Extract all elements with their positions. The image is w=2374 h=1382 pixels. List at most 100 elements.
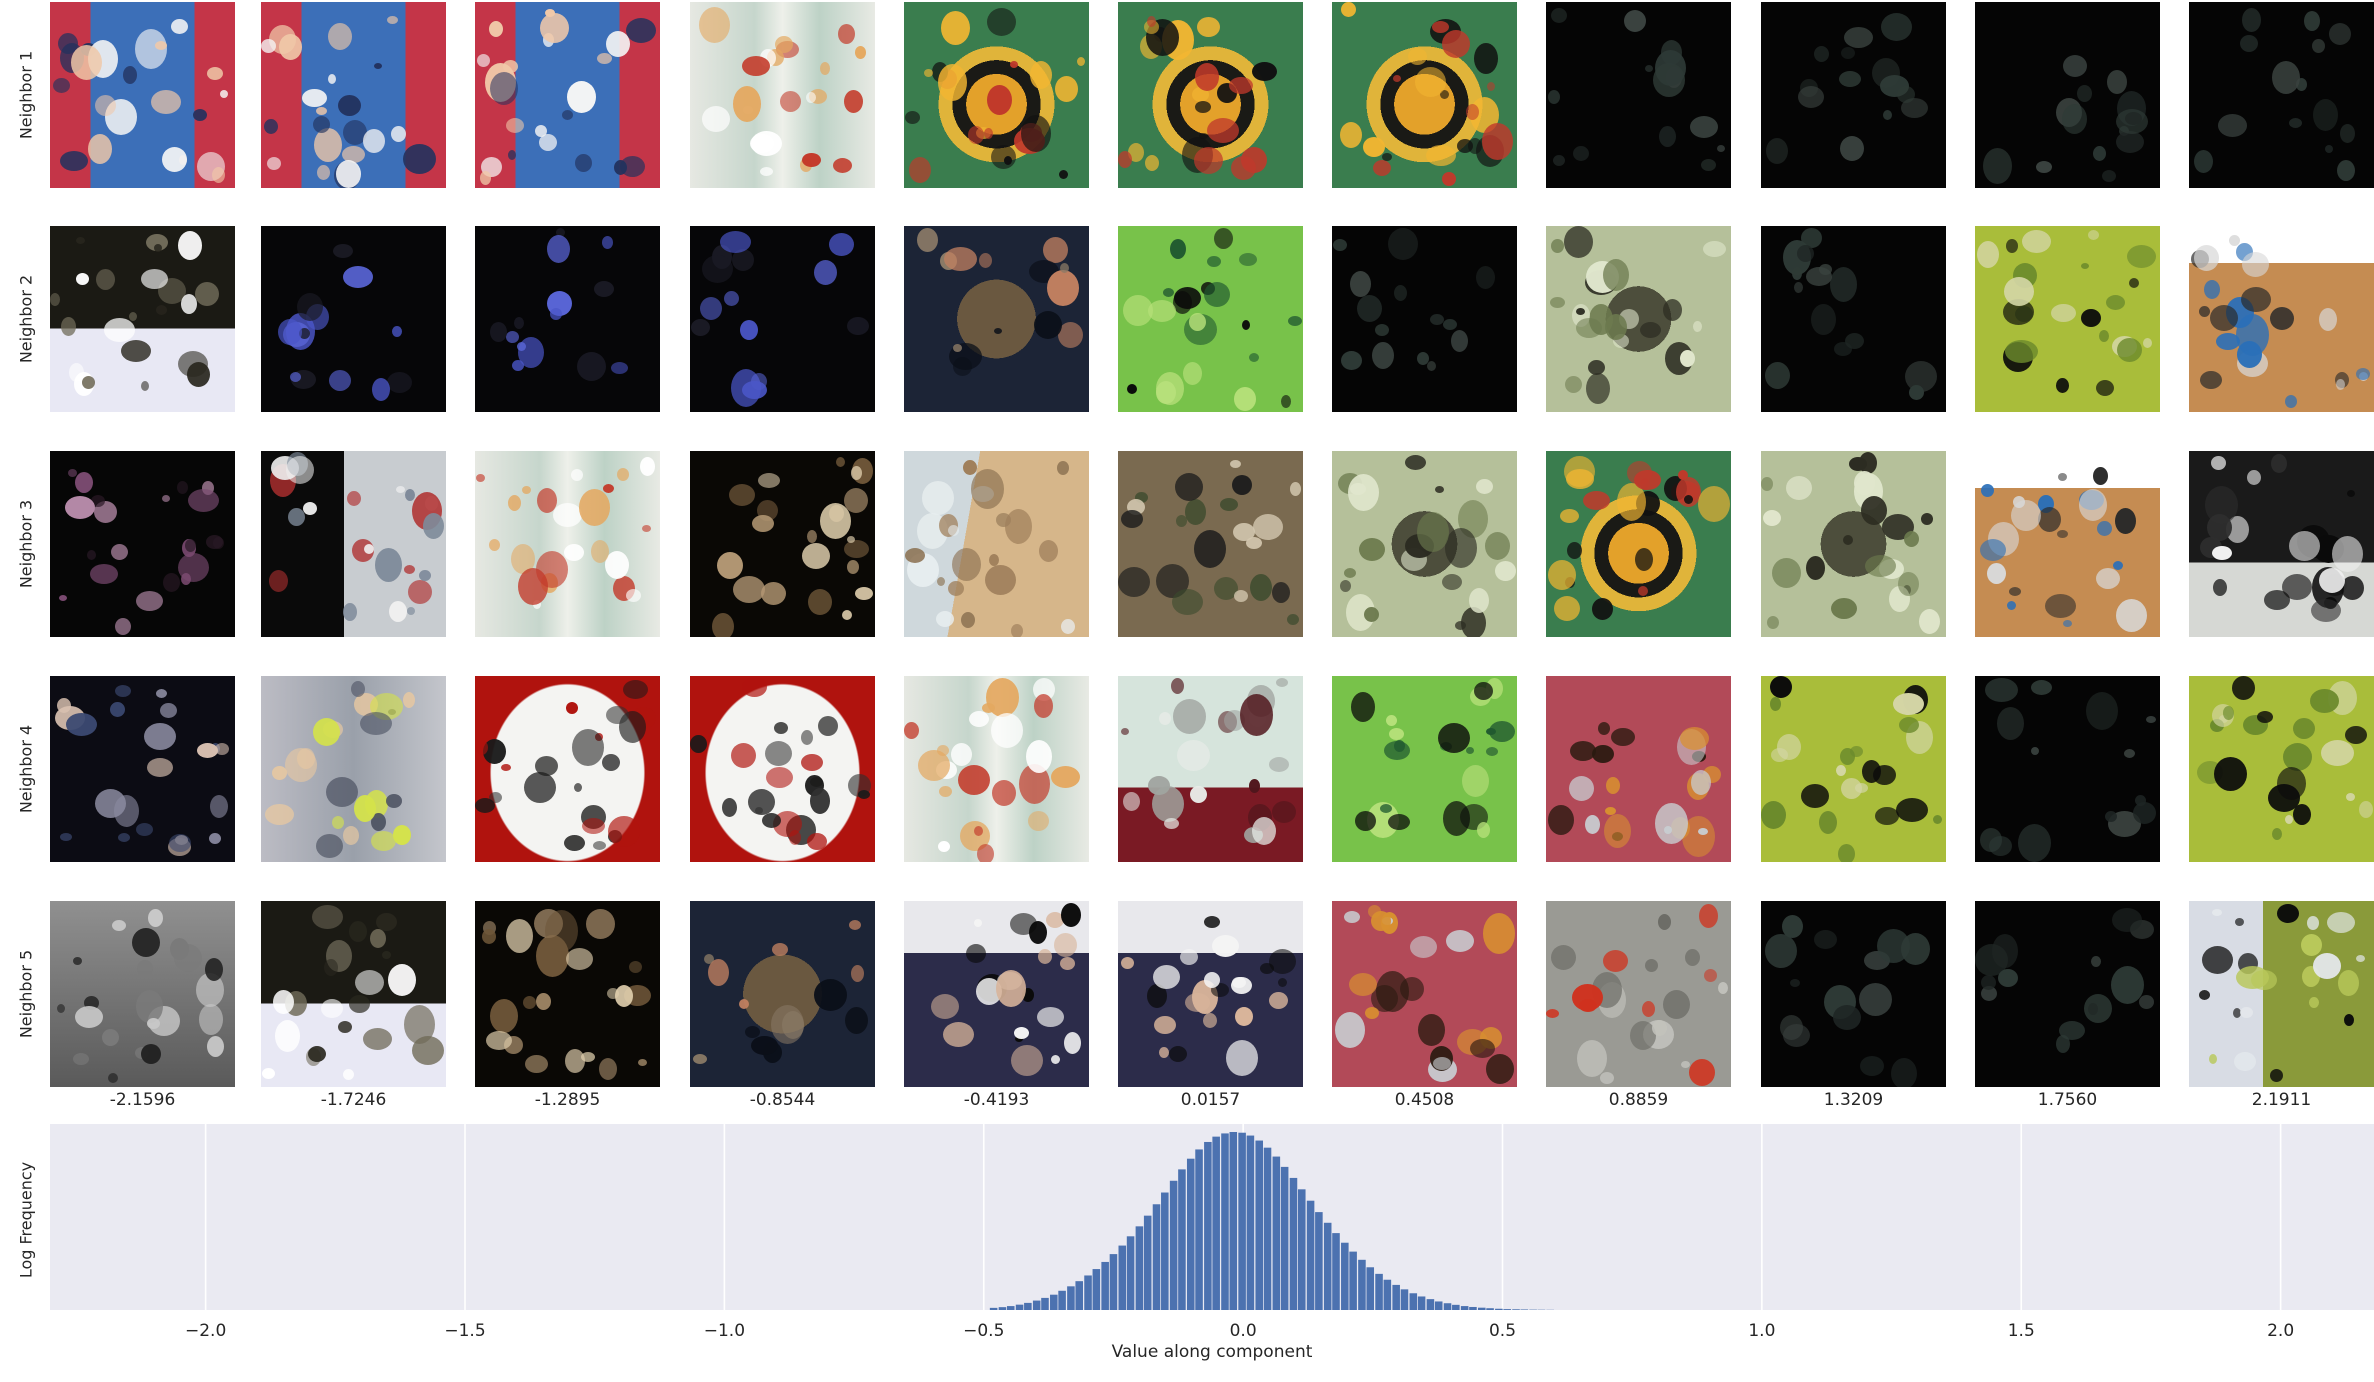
mask-patch — [2236, 966, 2269, 989]
mask-patch — [1663, 299, 1682, 321]
mask-patch — [1891, 1058, 1917, 1087]
mask-patch — [1573, 146, 1589, 161]
histogram-bar — [1434, 1301, 1443, 1310]
mask-patch — [2327, 912, 2355, 933]
mask-patch — [1177, 740, 1210, 771]
mask-patch — [586, 909, 615, 939]
mask-patch — [321, 999, 343, 1018]
mask-patch — [606, 31, 630, 57]
mask-patch — [951, 743, 972, 766]
mask-patch — [909, 157, 931, 183]
mask-patch — [1482, 123, 1513, 160]
mask-patch — [974, 826, 983, 836]
mask-patch — [808, 589, 832, 615]
mask-patch — [1394, 285, 1407, 301]
mask-patch — [512, 360, 524, 371]
mask-patch — [575, 154, 592, 172]
mask-patch — [1351, 692, 1375, 722]
mask-patch — [1909, 385, 1924, 400]
mask-patch — [1659, 126, 1676, 147]
mask-patch — [1680, 727, 1709, 750]
neighbor-thumbnail — [261, 226, 446, 412]
mask-patch — [370, 929, 386, 948]
neighbor-thumbnail — [1975, 901, 2160, 1087]
mask-patch — [297, 293, 323, 321]
mask-patch — [1997, 707, 2024, 740]
mask-patch — [269, 570, 288, 592]
mask-patch — [2013, 496, 2025, 508]
column-value: -0.4193 — [963, 1090, 1030, 1110]
mask-patch — [1118, 567, 1150, 597]
mask-patch — [137, 960, 153, 977]
histogram-bar — [1289, 1177, 1298, 1310]
mask-patch — [717, 552, 743, 579]
mask-patch — [1933, 815, 1942, 824]
mask-patch — [1394, 740, 1405, 752]
mask-patch — [838, 24, 855, 44]
mask-patch — [1836, 765, 1846, 776]
mask-patch — [147, 1018, 160, 1029]
mask-patch — [1224, 710, 1245, 731]
mask-patch — [969, 711, 989, 727]
mask-patch — [199, 1004, 223, 1035]
mask-patch — [162, 147, 187, 172]
mask-patch — [774, 722, 788, 734]
dark-bag-masked-image — [690, 901, 875, 1087]
histogram-bar — [1383, 1279, 1392, 1310]
mask-patch — [2218, 114, 2247, 137]
mask-patch — [102, 1029, 119, 1046]
mask-patch — [987, 85, 1012, 115]
mask-patch — [1904, 531, 1919, 547]
mask-patch — [2111, 966, 2144, 1004]
row-label-text: Neighbor 2 — [16, 274, 36, 364]
mask-patch — [2091, 956, 2101, 967]
mask-patch — [567, 81, 596, 113]
mask-patch — [1981, 484, 1994, 497]
mask-patch — [1678, 470, 1688, 480]
mask-patch — [1290, 482, 1301, 496]
mask-patch — [480, 171, 491, 185]
mask-patch — [524, 772, 556, 803]
mask-patch — [1603, 259, 1629, 291]
neighbor-thumbnail — [690, 451, 875, 637]
mask-patch — [181, 573, 191, 585]
mask-patch — [1470, 1039, 1495, 1058]
mask-patch — [1469, 588, 1489, 613]
neighbor-thumbnail — [2189, 451, 2374, 637]
mask-patch — [2272, 828, 2282, 840]
x-tick-label: 0.5 — [1489, 1321, 1516, 1341]
mask-patch — [1348, 474, 1379, 511]
mask-patch — [2116, 599, 2147, 632]
mask-patch — [1564, 456, 1595, 487]
mask-patch — [111, 544, 128, 560]
neighbor-thumbnail — [1546, 451, 1731, 637]
mask-patch — [2051, 304, 2076, 322]
mask-patch — [2113, 561, 2123, 570]
mask-patch — [1585, 815, 1600, 834]
mask-patch — [303, 502, 317, 515]
mask-patch — [1194, 147, 1223, 174]
histogram-bar — [1006, 1306, 1015, 1310]
mask-patch — [2102, 170, 2116, 182]
mask-patch — [146, 234, 168, 251]
neighbor-thumbnail — [690, 676, 875, 862]
mask-patch — [2345, 726, 2367, 744]
mask-patch — [2199, 990, 2210, 1000]
mask-patch — [136, 990, 163, 1023]
mask-patch — [979, 253, 992, 268]
mask-patch — [1843, 535, 1853, 545]
neighbor-thumbnail — [1332, 2, 1517, 188]
mask-patch — [1064, 1032, 1081, 1054]
mask-patch — [802, 153, 821, 167]
mask-patch — [2216, 333, 2240, 350]
mask-patch — [1197, 17, 1220, 37]
mask-patch — [329, 370, 351, 391]
mask-patch — [847, 560, 859, 574]
mask-patch — [1242, 320, 1250, 330]
mask-patch — [1344, 568, 1356, 578]
mask-patch — [1433, 1057, 1451, 1070]
mask-patch — [423, 513, 444, 539]
mask-patch — [2115, 508, 2136, 534]
mask-patch — [1691, 770, 1711, 795]
mask-patch — [938, 64, 967, 101]
